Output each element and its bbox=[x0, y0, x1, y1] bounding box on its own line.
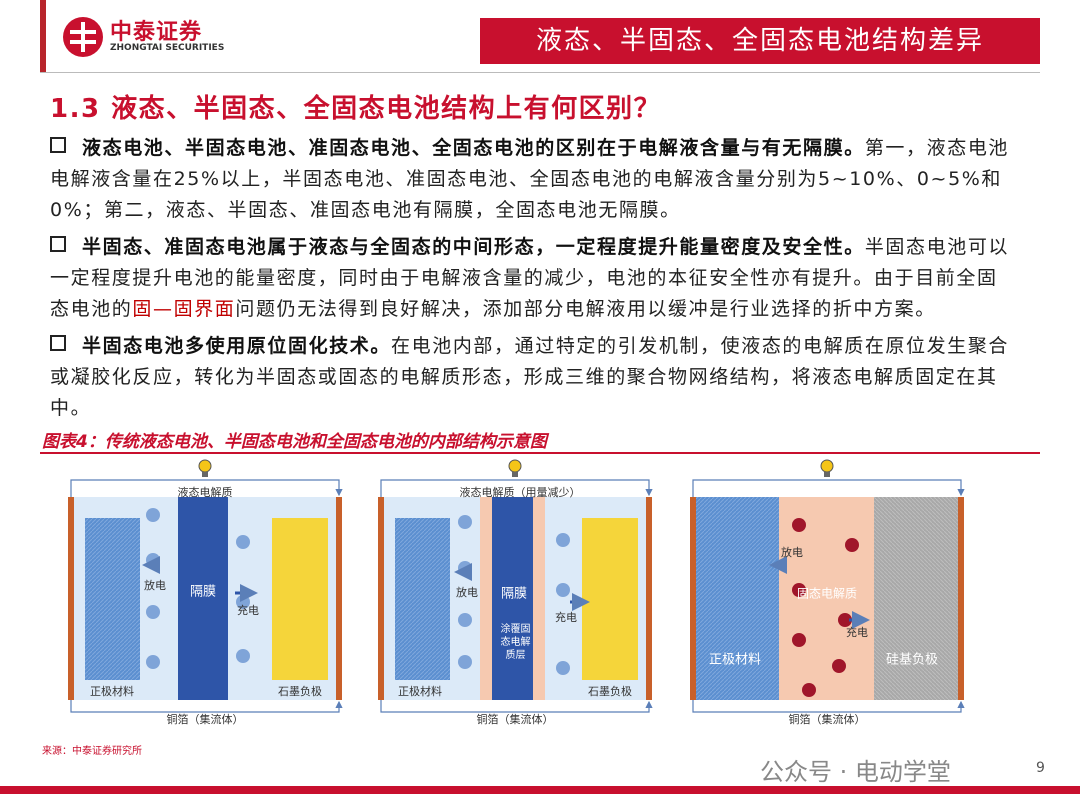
diagram-label: 放电 bbox=[144, 579, 166, 592]
diagram-label: 正极材料 bbox=[708, 652, 762, 668]
diagram-label: 充电 bbox=[846, 626, 868, 639]
bullet bbox=[50, 335, 66, 351]
wire bbox=[692, 479, 965, 497]
watermark: 公众号 · 电动学堂 bbox=[760, 758, 951, 786]
figure bbox=[68, 459, 965, 713]
collector bbox=[378, 497, 384, 700]
ion bbox=[792, 583, 806, 597]
ion bbox=[236, 535, 250, 549]
footer-bar bbox=[0, 786, 1080, 794]
diagram-label: 充电 bbox=[237, 604, 259, 617]
wire bbox=[70, 700, 343, 713]
wire bbox=[380, 700, 653, 713]
cathode bbox=[85, 518, 140, 680]
diagram-label: 液态电解质（用量减少） bbox=[459, 486, 581, 499]
body: 问题仍无法得到良好解决，添加部分电解液用以缓冲是行业选择的折中方案。 bbox=[235, 298, 936, 320]
ion bbox=[845, 538, 859, 552]
bullet bbox=[50, 236, 66, 252]
ion bbox=[146, 508, 160, 522]
ion bbox=[458, 613, 472, 627]
separator bbox=[492, 497, 533, 700]
anode bbox=[582, 518, 638, 680]
wire bbox=[692, 700, 965, 713]
body: 在电池内部，通过特定的引发机制，使液态的电解质在原位发生聚合或凝胶化反应，转化为… bbox=[50, 335, 1010, 419]
diagram-label: 隔膜 bbox=[189, 584, 217, 600]
wire bbox=[70, 479, 343, 497]
diagram-label: 铜箔（集流体） bbox=[788, 713, 866, 726]
cathode bbox=[395, 518, 450, 680]
ion bbox=[556, 583, 570, 597]
diagram-label: 硅基负极 bbox=[885, 652, 939, 668]
paragraph: 液态电池、半固态电池、准固态电池、全固态电池的区别在于电解液含量与有无隔膜。第一… bbox=[50, 133, 1018, 226]
highlight: 固—固界面 bbox=[132, 298, 236, 320]
diagram-label: 液态电解质 bbox=[177, 486, 233, 499]
lead: 液态电池、半固态电池、准固态电池、全固态电池的区别在于电解液含量与有无隔膜。 bbox=[82, 137, 865, 159]
ion bbox=[802, 683, 816, 697]
diagram-label: 涂覆固态电解质层 bbox=[500, 624, 531, 661]
solid-electrolyte bbox=[779, 497, 874, 700]
ion bbox=[556, 533, 570, 547]
diagram-label: 石墨负极 bbox=[588, 685, 632, 698]
bulb-base bbox=[202, 472, 208, 477]
diagram-label: 固态电解质 bbox=[796, 586, 858, 601]
bullet bbox=[50, 137, 66, 153]
bulb bbox=[508, 459, 522, 473]
paragraph: 半固态电池多使用原位固化技术。在电池内部，通过特定的引发机制，使液态的电解质在原… bbox=[50, 331, 1018, 424]
body: 半固态电池可以一定程度提升电池的能量密度，同时由于电解液含量的减少，电池的本征安… bbox=[50, 236, 1010, 320]
header-rule bbox=[40, 72, 1040, 73]
bulb bbox=[198, 459, 212, 473]
paragraph: 半固态、准固态电池属于液态与全固态的中间形态，一定程度提升能量密度及安全性。半固… bbox=[50, 232, 1018, 325]
lead: 半固态、准固态电池属于液态与全固态的中间形态，一定程度提升能量密度及安全性。 bbox=[82, 236, 865, 258]
bulb-base bbox=[512, 472, 518, 477]
collector bbox=[68, 497, 74, 700]
ion bbox=[838, 613, 852, 627]
source: 来源：中泰证券研究所 bbox=[42, 746, 142, 757]
bulb-base bbox=[824, 472, 830, 477]
collector bbox=[336, 497, 342, 700]
ion bbox=[792, 518, 806, 532]
figure-caption: 图表4：传统液态电池、半固态电池和全固态电池的内部结构示意图 bbox=[42, 432, 547, 452]
diagram-label: 铜箔（集流体） bbox=[476, 713, 554, 726]
diagram-label: 放电 bbox=[781, 546, 803, 559]
cathode bbox=[696, 497, 779, 700]
body: 第一，液态电池电解液含量在25%以上，半固态电池、准固态电池、全固态电池的电解液… bbox=[50, 137, 1010, 221]
diagram-label: 正极材料 bbox=[398, 685, 442, 698]
anode bbox=[874, 497, 958, 700]
page-number: 9 bbox=[1036, 760, 1045, 776]
logo-icon bbox=[63, 17, 103, 57]
wire bbox=[380, 479, 653, 497]
ion bbox=[458, 655, 472, 669]
ion bbox=[792, 633, 806, 647]
ion bbox=[236, 649, 250, 663]
ion bbox=[146, 655, 160, 669]
diagram-label: 充电 bbox=[555, 611, 577, 624]
banner: 液态、半固态、全固态电池结构差异 bbox=[480, 18, 1040, 64]
ion bbox=[458, 515, 472, 529]
ion bbox=[556, 661, 570, 675]
caption-rule bbox=[40, 452, 1040, 454]
logo-subtitle: ZHONGTAI SECURITIES bbox=[110, 43, 225, 53]
logo-name: 中泰证券 bbox=[110, 20, 203, 45]
separator bbox=[178, 497, 228, 700]
lead: 半固态电池多使用原位固化技术。 bbox=[82, 335, 392, 357]
diagram-label: 铜箔（集流体） bbox=[166, 713, 244, 726]
collector bbox=[690, 497, 696, 700]
diagram-label: 放电 bbox=[456, 586, 478, 599]
bulb bbox=[820, 459, 834, 473]
diagram-label: 石墨负极 bbox=[278, 685, 322, 698]
header-bar bbox=[40, 0, 46, 72]
collector bbox=[646, 497, 652, 700]
ion bbox=[146, 605, 160, 619]
anode bbox=[272, 518, 328, 680]
diagram-label: 正极材料 bbox=[90, 685, 134, 698]
ion bbox=[832, 659, 846, 673]
section-title: 1.3 液态、半固态、全固态电池结构上有何区别？ bbox=[50, 94, 662, 124]
collector bbox=[958, 497, 964, 700]
diagram-label: 隔膜 bbox=[500, 586, 528, 602]
